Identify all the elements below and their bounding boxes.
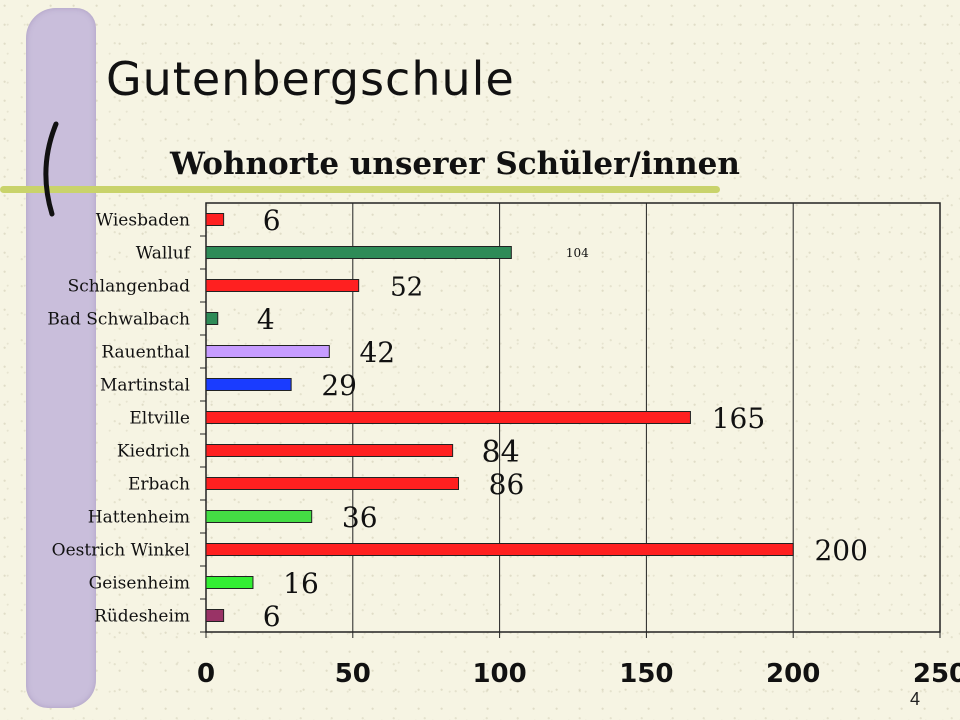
x-tick-label: 100 <box>472 659 526 689</box>
bar <box>205 345 330 358</box>
bar <box>205 213 225 226</box>
bar <box>205 411 691 424</box>
category-label: Erbach <box>128 475 190 495</box>
bar <box>205 378 292 391</box>
x-tick-label: 150 <box>619 659 673 689</box>
data-label: 29 <box>321 369 357 402</box>
bar <box>205 312 219 325</box>
decorative-stripe <box>26 8 96 708</box>
category-label: Eltville <box>129 409 190 429</box>
category-label: Rauenthal <box>101 343 190 363</box>
bar <box>205 510 313 523</box>
category-label: Wiesbaden <box>96 211 190 231</box>
decorative-line <box>0 186 720 193</box>
data-label: 6 <box>263 600 281 633</box>
data-label: 6 <box>263 204 281 237</box>
chart-title: Wohnorte unserer Schüler/innen <box>170 146 740 182</box>
category-label: Geisenheim <box>89 574 190 594</box>
bar <box>205 477 459 490</box>
bar <box>205 246 512 259</box>
x-tick-label: 0 <box>197 659 215 689</box>
category-label: Bad Schwalbach <box>47 310 190 330</box>
category-label: Walluf <box>136 244 192 264</box>
x-tick-label: 250 <box>913 659 960 689</box>
x-tick-label: 50 <box>335 659 371 689</box>
data-label: 104 <box>566 246 589 260</box>
category-label: Kiedrich <box>117 442 190 462</box>
category-labels: Wiesbaden Walluf Schlangenbad Bad Schwalbac… <box>47 211 206 633</box>
category-label: Rüdesheim <box>94 607 190 627</box>
bar <box>205 576 254 589</box>
page-number: 4 <box>909 689 920 709</box>
data-label: 84 <box>482 435 520 470</box>
x-tick-labels: 0 50 100 150 200 250 <box>197 632 960 689</box>
category-label: Martinstal <box>100 376 190 396</box>
data-label: 52 <box>390 272 423 302</box>
x-tick-label: 200 <box>766 659 820 689</box>
page-title: Gutenbergschule <box>106 52 515 106</box>
data-label: 42 <box>359 336 395 369</box>
category-label: Oestrich Winkel <box>52 541 190 561</box>
data-label: 86 <box>489 468 525 501</box>
category-label: Hattenheim <box>88 508 190 528</box>
data-label: 16 <box>283 567 319 600</box>
bar <box>205 543 794 556</box>
category-label: Schlangenbad <box>68 277 191 297</box>
decorative-bracket <box>43 121 59 217</box>
bar <box>205 444 454 457</box>
bars <box>205 213 794 622</box>
data-label: 200 <box>814 534 867 567</box>
bar <box>205 609 225 622</box>
bar <box>205 279 360 292</box>
data-label: 36 <box>342 501 378 534</box>
data-label: 4 <box>257 303 275 336</box>
data-label: 165 <box>712 402 765 435</box>
